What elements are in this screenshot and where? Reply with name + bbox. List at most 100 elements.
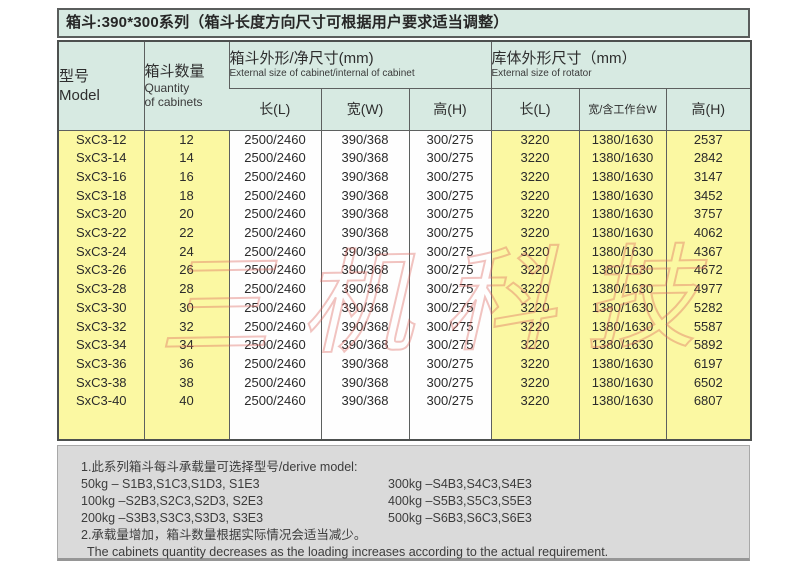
table-header: 型号 Model 箱斗数量 Quantity of cabinets 箱斗外形/… (58, 41, 752, 131)
derive-models: 50kg – S1B3,S1C3,S1D3, S1E3 300kg –S4B3,… (81, 476, 749, 527)
cell-r-l: 3220 (490, 149, 580, 168)
note-line-2-en: The cabinets quantity decreases as the l… (87, 545, 609, 560)
cell-r-w: 1380/1630 (578, 317, 667, 337)
cabinet-size-label-zh: 箱斗外形/净尺寸(mm) (229, 49, 374, 67)
sheet: 箱斗:390*300系列（箱斗长度方向尺寸可根据用户要求适当调整） 型号 Mod… (57, 8, 753, 562)
cell-c-w: 390/368 (320, 317, 409, 337)
cell-r-h: 3757 (665, 205, 752, 225)
cell-c-l: 2500/2460 (228, 373, 321, 393)
table-row: SxC3-24 24 2500/2460 390/368 300/275 3220 1380… (58, 242, 752, 262)
cell-qty: 12 (143, 130, 229, 150)
cell-c-l: 2500/2460 (228, 261, 321, 281)
cell-r-w: 1380/1630 (578, 354, 667, 374)
cell-r-w: 1380/1630 (578, 336, 667, 355)
model-label-en: Model (59, 86, 100, 104)
cell-c-l: 2500/2460 (228, 167, 321, 187)
cell-r-l: 3220 (490, 336, 580, 355)
table-row: SxC3-26 26 2500/2460 390/368 300/275 3220 1380… (58, 261, 752, 281)
cell-qty: 16 (143, 167, 229, 187)
cell-c-l: 2500/2460 (228, 205, 321, 225)
cell-c-w: 390/368 (320, 149, 409, 168)
cell-qty: 36 (143, 354, 229, 374)
cell-r-h: 5587 (665, 317, 752, 337)
cell-c-l: 2500/2460 (228, 224, 321, 243)
cell-model: SxC3-12 (58, 130, 144, 150)
column-header-model: 型号 Model (58, 41, 144, 131)
cell-c-w: 390/368 (320, 242, 409, 262)
table-row: SxC3-40 40 2500/2460 390/368 300/275 3220 1380… (58, 392, 752, 412)
cell-r-l: 3220 (490, 186, 580, 206)
column-header-quantity: 箱斗数量 Quantity of cabinets (143, 41, 229, 131)
cell-model: SxC3-32 (58, 317, 144, 337)
cell-r-w: 1380/1630 (578, 298, 667, 318)
cell-r-l: 3220 (490, 373, 580, 393)
qty-label-en1: Quantity (144, 80, 190, 95)
cell-c-w: 390/368 (320, 280, 409, 299)
cell-c-w: 390/368 (320, 167, 409, 187)
note-line-2-zh: 2.承载量增加，箱斗数量根据实际情况会适当减少。 (81, 528, 367, 543)
cell-c-l: 2500/2460 (228, 392, 321, 412)
cell-model: SxC3-26 (58, 261, 144, 281)
cell-model: SxC3-22 (58, 224, 144, 243)
cell-c-h: 300/275 (408, 261, 492, 281)
cell-r-l: 3220 (490, 392, 580, 412)
cell-qty: 24 (143, 242, 229, 262)
model-label-zh: 型号 (59, 67, 90, 85)
cell-r-w: 1380/1630 (578, 280, 667, 299)
note-line-1: 1.此系列箱斗每斗承载量可选择型号/derive model: (81, 460, 358, 475)
cell-c-l: 2500/2460 (228, 336, 321, 355)
cell-c-w: 390/368 (320, 392, 409, 412)
cell-r-h: 3452 (665, 186, 752, 206)
cell-r-w: 1380/1630 (578, 186, 667, 206)
cell-r-h: 6197 (665, 354, 752, 374)
cell-r-l: 3220 (490, 280, 580, 299)
cell-qty: 34 (143, 336, 229, 355)
cell-r-l: 3220 (490, 224, 580, 243)
cell-c-w: 390/368 (320, 354, 409, 374)
cell-c-h: 300/275 (408, 149, 492, 168)
cell-r-w: 1380/1630 (578, 373, 667, 393)
group-header-rotator-size: 库体外形尺寸（mm） External size of rotator (490, 41, 752, 89)
cell-c-w: 390/368 (320, 261, 409, 281)
cabinet-size-label-en: External size of cabinet/internal of cab… (229, 67, 415, 79)
subheader-rotator-length: 长(L) (490, 88, 580, 131)
cell-c-h: 300/275 (408, 298, 492, 318)
cell-model: SxC3-34 (58, 336, 144, 355)
filler-row (58, 411, 752, 441)
subheader-cabinet-height: 高(H) (408, 88, 492, 131)
cell-r-h: 6502 (665, 373, 752, 393)
table-row: SxC3-20 20 2500/2460 390/368 300/275 3220 1380… (58, 205, 752, 225)
cell-r-h: 4062 (665, 224, 752, 243)
cell-c-w: 390/368 (320, 336, 409, 355)
cell-model: SxC3-18 (58, 186, 144, 206)
cell-c-h: 300/275 (408, 186, 492, 206)
cell-c-w: 390/368 (320, 130, 409, 150)
cell-r-l: 3220 (490, 317, 580, 337)
derive-500kg: 500kg –S6B3,S6C3,S6E3 (388, 511, 532, 526)
cell-c-l: 2500/2460 (228, 242, 321, 262)
cell-c-h: 300/275 (408, 242, 492, 262)
cell-c-h: 300/275 (408, 167, 492, 187)
cell-qty: 22 (143, 224, 229, 243)
table-row: SxC3-16 16 2500/2460 390/368 300/275 3220 1380… (58, 167, 752, 187)
derive-400kg: 400kg –S5B3,S5C3,S5E3 (388, 494, 532, 509)
cell-c-w: 390/368 (320, 373, 409, 393)
cell-c-h: 300/275 (408, 336, 492, 355)
table-row: SxC3-22 22 2500/2460 390/368 300/275 3220 1380… (58, 224, 752, 243)
cell-r-l: 3220 (490, 354, 580, 374)
table-row: SxC3-28 28 2500/2460 390/368 300/275 3220 1380… (58, 280, 752, 299)
cell-r-h: 6807 (665, 392, 752, 412)
table-row: SxC3-34 34 2500/2460 390/368 300/275 3220 1380… (58, 336, 752, 355)
cell-r-h: 4977 (665, 280, 752, 299)
cell-c-h: 300/275 (408, 205, 492, 225)
cell-c-h: 300/275 (408, 224, 492, 243)
spec-table: 型号 Model 箱斗数量 Quantity of cabinets 箱斗外形/… (57, 40, 753, 442)
cell-c-w: 390/368 (320, 205, 409, 225)
cell-model: SxC3-20 (58, 205, 144, 225)
cell-r-w: 1380/1630 (578, 392, 667, 412)
cell-r-w: 1380/1630 (578, 130, 667, 150)
rotator-size-label-en: External size of rotator (491, 67, 592, 79)
cell-qty: 14 (143, 149, 229, 168)
subheader-rotator-height: 高(H) (665, 88, 752, 131)
